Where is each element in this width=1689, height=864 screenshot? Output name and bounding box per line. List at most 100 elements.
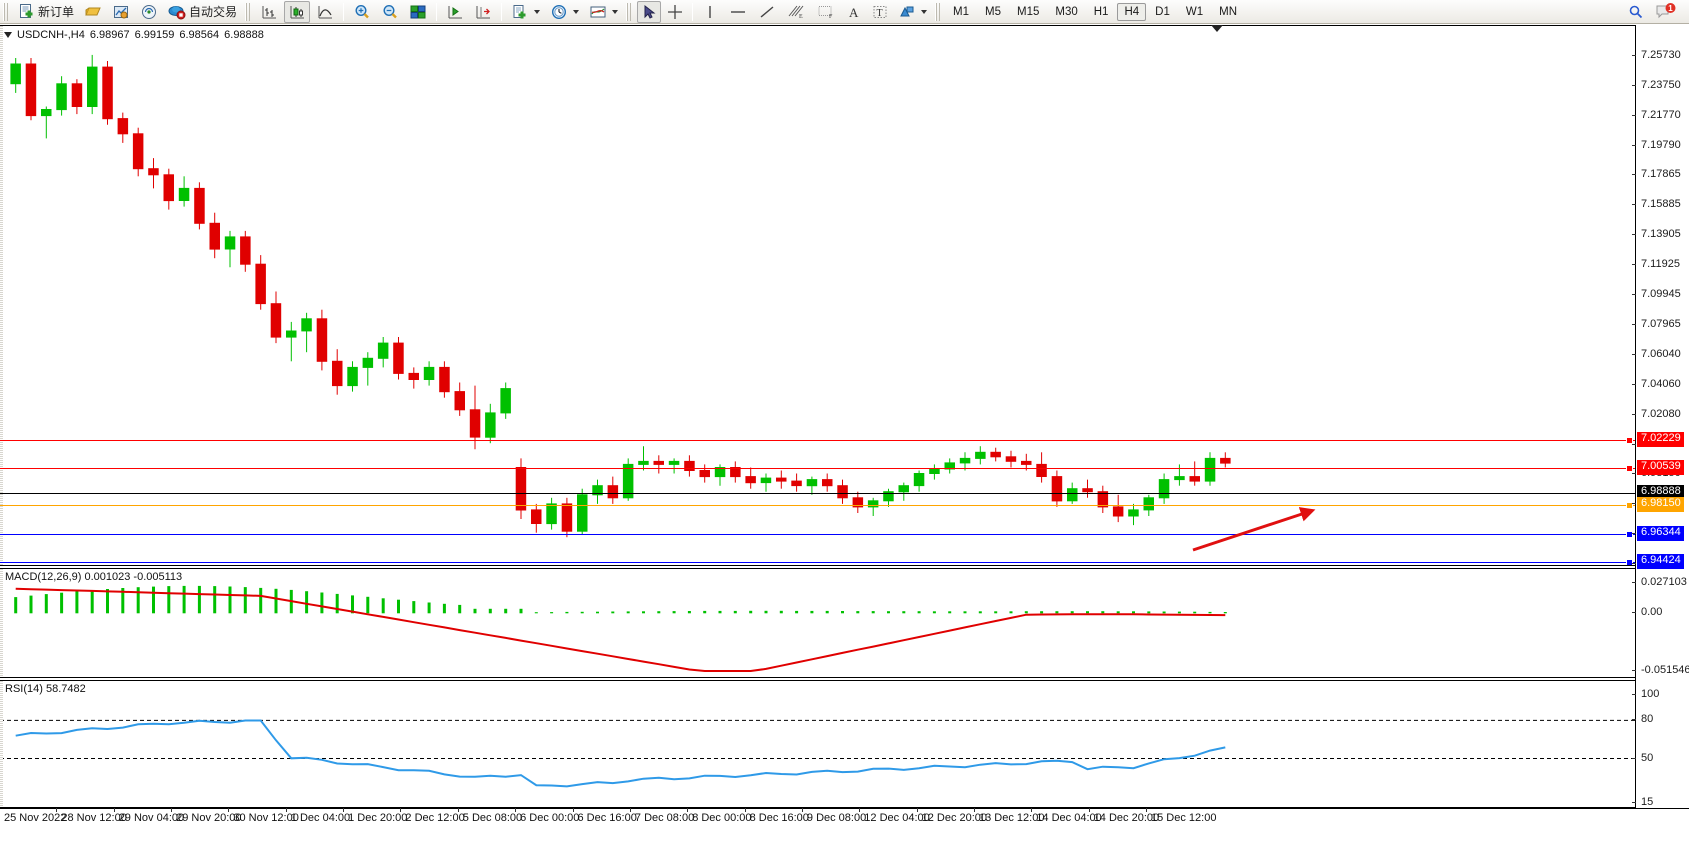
price-pane[interactable]: USDCNH-,H4 6.98967 6.99159 6.98564 6.988… xyxy=(0,25,1635,566)
trendline-button[interactable] xyxy=(754,1,780,23)
time-tick-3: 29 Nov 20:00 xyxy=(171,808,242,824)
price-label-support-1[interactable]: 6.96344 xyxy=(1637,526,1684,541)
trendline-icon xyxy=(760,5,774,18)
period-clock-icon xyxy=(552,4,567,19)
price-tick-2: 7.21770 xyxy=(1632,110,1681,121)
timeframe-mn[interactable]: MN xyxy=(1219,5,1237,18)
rsi-pane-grip xyxy=(0,681,3,807)
equidistant-channel-button[interactable]: F xyxy=(812,1,840,23)
toolbar-separator-3 xyxy=(501,2,503,21)
zoom-in-button[interactable] xyxy=(349,1,375,23)
price-label-support-2[interactable]: 6.94424 xyxy=(1637,554,1684,569)
timeframe-d1[interactable]: D1 xyxy=(1155,5,1170,18)
timeframe-m5[interactable]: M5 xyxy=(985,5,1001,18)
terminal-button[interactable] xyxy=(108,1,134,23)
timeframe-h1[interactable]: H1 xyxy=(1093,5,1109,18)
level-line-support-1[interactable] xyxy=(0,534,1635,535)
text-label-button[interactable]: A xyxy=(842,1,866,23)
candlestick-series xyxy=(10,54,1231,538)
time-tick-11: 7 Dec 08:00 xyxy=(629,808,695,824)
level-nub-order[interactable] xyxy=(1626,502,1633,509)
svg-text:A: A xyxy=(849,5,859,20)
time-tick-4: 30 Nov 12:00 xyxy=(228,808,299,824)
level-nub-resistance-1[interactable] xyxy=(1626,465,1633,472)
timeframe-h4[interactable]: H4 xyxy=(1117,2,1147,21)
cursor-button[interactable] xyxy=(637,0,662,23)
timeframe-w1[interactable]: W1 xyxy=(1185,5,1204,18)
new-template-button[interactable] xyxy=(507,1,544,23)
time-axis[interactable]: 25 Nov 2022 28 Nov 12:00 29 Nov 04:00 29 No… xyxy=(0,808,1689,830)
autotrading-button[interactable]: 自动交易 xyxy=(164,1,241,23)
ohlc-high: 6.99159 xyxy=(134,29,175,41)
price-label-resistance-1[interactable]: 7.00539 xyxy=(1637,460,1684,475)
time-tick-7: 2 Dec 12:00 xyxy=(400,808,465,824)
scroll-position-marker[interactable] xyxy=(1211,25,1223,32)
line-chart-button[interactable] xyxy=(312,1,338,23)
level-nub-support-2[interactable] xyxy=(1626,559,1633,565)
period-button[interactable] xyxy=(546,1,583,23)
level-line-order[interactable] xyxy=(0,505,1635,506)
autoscroll-icon xyxy=(476,5,491,18)
shapes-button[interactable] xyxy=(894,1,931,23)
autoscroll-button[interactable] xyxy=(470,1,496,23)
time-tick-9: 6 Dec 00:00 xyxy=(515,808,580,824)
crosshair-button[interactable] xyxy=(663,1,687,23)
signals-button[interactable] xyxy=(136,1,162,23)
toolbar-separator-1 xyxy=(343,2,345,21)
chart-area[interactable]: USDCNH-,H4 6.98967 6.99159 6.98564 6.988… xyxy=(0,24,1689,864)
new-template-icon xyxy=(513,4,526,18)
chevron-down-icon-3[interactable] xyxy=(612,9,619,14)
profile-button[interactable] xyxy=(80,1,106,23)
zoom-out-icon xyxy=(383,4,397,18)
notifications-button[interactable]: 1 xyxy=(1651,1,1681,23)
toolbar-grip-2[interactable] xyxy=(245,2,253,21)
profile-icon xyxy=(85,7,101,15)
level-line-last-price xyxy=(0,493,1635,494)
indicators-button[interactable] xyxy=(585,1,622,23)
chevron-down-icon[interactable] xyxy=(534,9,541,14)
level-line-support-2[interactable] xyxy=(0,562,1635,563)
level-nub-resistance-2[interactable] xyxy=(1626,437,1633,444)
chevron-down-icon-4[interactable] xyxy=(921,9,928,14)
horizontal-line-button[interactable] xyxy=(724,1,752,23)
shift-end-button[interactable] xyxy=(442,1,468,23)
timeframe-m1[interactable]: M1 xyxy=(953,5,970,18)
cursor-icon xyxy=(644,4,656,19)
svg-text:T: T xyxy=(877,8,883,19)
price-axis[interactable]: 7.25730 7.23750 7.21770 7.19790 7.17865 7.158… xyxy=(1631,25,1689,839)
new-order-icon xyxy=(20,4,33,18)
time-tick-5: 1 Dec 04:00 xyxy=(285,808,351,824)
price-tick-12: 7.02080 xyxy=(1632,408,1681,420)
timeframe-m15[interactable]: M15 xyxy=(1017,5,1040,18)
fibonacci-button[interactable]: E xyxy=(782,1,810,23)
level-line-resistance-2[interactable] xyxy=(0,440,1635,441)
vertical-line-button[interactable] xyxy=(698,1,722,23)
zoom-out-button[interactable] xyxy=(377,1,403,23)
candlestick-chart-button[interactable] xyxy=(284,0,311,23)
rsi-pane[interactable]: RSI(14) 58.7482 xyxy=(0,680,1635,808)
search-button[interactable] xyxy=(1623,1,1649,23)
new-order-label: 新订单 xyxy=(38,5,75,19)
macd-pane[interactable]: MACD(12,26,9) 0.001023 -0.005113 xyxy=(0,568,1635,678)
toolbar-grip-4[interactable] xyxy=(935,2,943,21)
time-tick-14: 9 Dec 08:00 xyxy=(801,808,867,824)
timeframe-m30[interactable]: M30 xyxy=(1055,5,1078,18)
main-toolbar: 新订单 自动交易 xyxy=(0,0,1689,24)
price-tick-6: 7.13905 xyxy=(1632,229,1681,240)
toolbar-grip-3[interactable] xyxy=(626,2,634,21)
macd-series xyxy=(14,585,1227,672)
time-tick-12: 8 Dec 00:00 xyxy=(687,808,752,824)
tile-windows-button[interactable] xyxy=(405,1,431,23)
text-box-button[interactable]: T xyxy=(868,1,892,23)
price-label-order-level[interactable]: 6.98150 xyxy=(1637,497,1684,512)
new-order-button[interactable]: 新订单 xyxy=(14,1,78,23)
chart-menu-triangle-icon[interactable] xyxy=(4,32,12,38)
level-line-resistance-1[interactable] xyxy=(0,468,1635,469)
price-label-last-price[interactable]: 6.98888 xyxy=(1637,485,1684,500)
chevron-down-icon-2[interactable] xyxy=(573,9,580,14)
toolbar-grip[interactable] xyxy=(3,2,10,21)
price-label-resistance-2[interactable]: 7.02229 xyxy=(1637,432,1684,447)
level-nub-support-1[interactable] xyxy=(1626,531,1633,538)
symbol-name: USDCNH-,H4 xyxy=(17,29,85,41)
bar-chart-button[interactable] xyxy=(256,1,282,23)
